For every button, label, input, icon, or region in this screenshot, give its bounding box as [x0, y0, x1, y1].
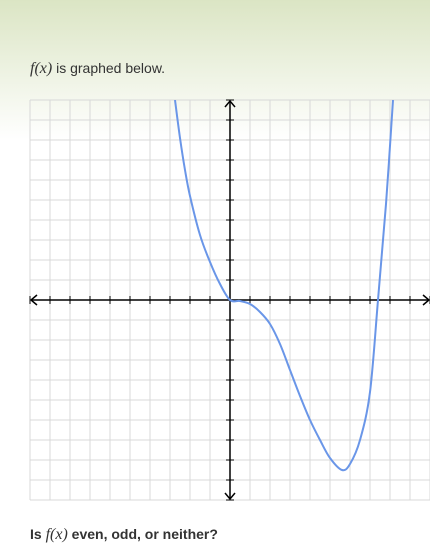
math: f(x) [46, 526, 68, 543]
question-text: even, odd, or neither? [68, 526, 218, 542]
prompt-text: is graphed below. [52, 60, 165, 76]
arrow [224, 99, 236, 108]
arrow [422, 294, 430, 306]
question: Is f(x) even, odd, or neither? [30, 526, 218, 543]
header-background [0, 0, 430, 140]
graph [29, 99, 430, 501]
math: f(x) [30, 60, 52, 77]
arrow [224, 492, 236, 501]
question-text: Is [30, 526, 46, 542]
prompt: f(x) is graphed below. [30, 60, 165, 77]
arrow [29, 294, 38, 306]
curve [174, 100, 394, 472]
